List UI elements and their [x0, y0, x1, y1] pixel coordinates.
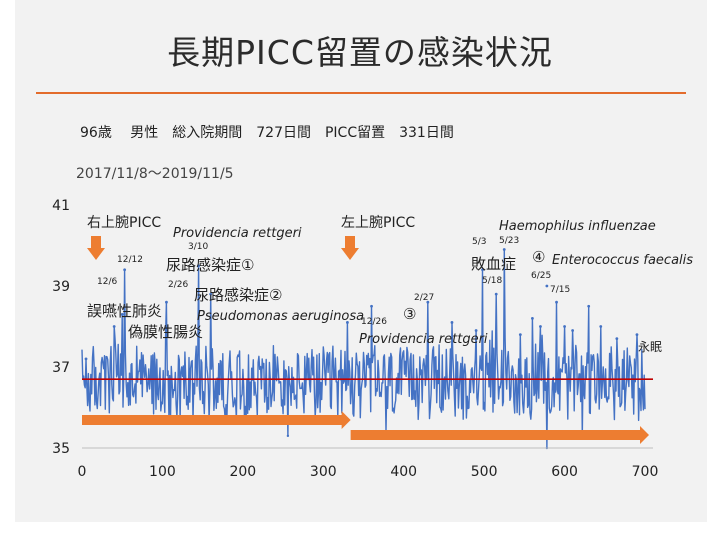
spike-point	[120, 312, 124, 316]
y-tick-label: 35	[52, 441, 70, 457]
spike-point	[346, 321, 349, 324]
spike-point	[165, 300, 168, 304]
spike-point	[635, 333, 639, 336]
label-sepsis: 敗血症	[471, 255, 516, 273]
annotation-group: 右上腕PICC 左上腕PICC Providencia rettgeri 3/1…	[87, 215, 693, 354]
spike-point	[123, 268, 127, 272]
label-pseudomonas: Pseudomonas aeruginosa	[197, 309, 364, 324]
spike-point	[518, 333, 522, 336]
plot-area	[81, 236, 653, 450]
label-date-523: 5/23	[499, 236, 519, 246]
slide-title: 長期PICC留置の感染状況	[167, 33, 553, 72]
spike-point	[539, 325, 542, 328]
label-date-226: 2/26	[168, 280, 188, 290]
spike-point	[502, 248, 506, 251]
x-tick-label: 600	[551, 464, 578, 480]
spike-point	[474, 329, 478, 332]
label-pseudomembranous: 偽膜性腸炎	[128, 323, 203, 341]
temperature-series-line	[81, 248, 646, 449]
label-right-picc: 右上腕PICC	[87, 215, 161, 231]
label-date-625: 6/25	[531, 271, 551, 281]
spike-point	[615, 337, 619, 341]
x-tick-label: 500	[471, 464, 498, 480]
spike-point	[426, 300, 430, 304]
axis-group: 0 100 200 300 400 500 600 700 35 37 39 41	[52, 198, 658, 480]
label-death: 永眠	[638, 340, 662, 354]
spike-point	[209, 292, 213, 296]
label-pneumonia: 誤嚥性肺炎	[87, 302, 162, 320]
label-enterococcus: Enterococcus faecalis	[552, 253, 693, 268]
label-date-1212: 12/12	[117, 255, 143, 265]
x-tick-label: 700	[632, 464, 659, 480]
insertion-arrow	[341, 236, 359, 260]
label-providencia-2: Providencia rettgeri	[359, 332, 488, 347]
label-date-53: 5/3	[472, 237, 486, 247]
spike-point	[450, 321, 454, 324]
spike-point	[571, 329, 575, 332]
spike-point	[563, 325, 566, 328]
y-tick-label: 39	[52, 279, 70, 295]
spike-point	[197, 264, 201, 268]
x-tick-label: 0	[78, 464, 87, 480]
label-date-715: 7/15	[550, 285, 570, 295]
date-range: 2017/11/8～2019/11/5	[76, 166, 234, 182]
spike-point	[545, 284, 549, 288]
x-tick-label: 200	[229, 464, 256, 480]
y-tick-label: 41	[52, 198, 70, 214]
spike-point	[599, 325, 603, 328]
patient-info: 96歳 男性 総入院期間 727日間 PICC留置 331日間	[80, 125, 454, 141]
label-date-310: 3/10	[188, 242, 208, 252]
picc-period-arrow	[350, 426, 649, 444]
spike-point	[84, 357, 88, 361]
y-tick-label: 37	[52, 360, 70, 376]
x-tick-label: 100	[149, 464, 176, 480]
label-date-227: 2/27	[414, 293, 434, 303]
spike-point	[481, 268, 484, 272]
spike-point	[587, 304, 591, 308]
label-date-518: 5/18	[482, 276, 502, 286]
spike-point	[555, 300, 558, 304]
label-date-1226: 12/26	[361, 317, 387, 327]
spike-point	[531, 317, 534, 320]
spike-point	[494, 292, 498, 296]
label-circle-3: ③	[403, 305, 416, 323]
spike-point	[370, 304, 373, 308]
label-circle-4: ④	[532, 248, 545, 266]
label-left-picc: 左上腕PICC	[341, 215, 415, 231]
label-uti-1: 尿路感染症①	[166, 256, 254, 274]
picc-period-arrow	[82, 411, 351, 429]
spike-point	[112, 325, 116, 328]
x-tick-label: 400	[390, 464, 417, 480]
label-uti-2: 尿路感染症②	[194, 286, 282, 304]
x-tick-label: 300	[310, 464, 337, 480]
label-haemophilus: Haemophilus influenzae	[499, 219, 656, 234]
label-providencia-1: Providencia rettgeri	[173, 226, 302, 241]
dip-point	[286, 434, 290, 438]
label-date-126: 12/6	[97, 277, 117, 287]
title-underline	[36, 92, 686, 94]
insertion-arrow	[87, 236, 105, 260]
